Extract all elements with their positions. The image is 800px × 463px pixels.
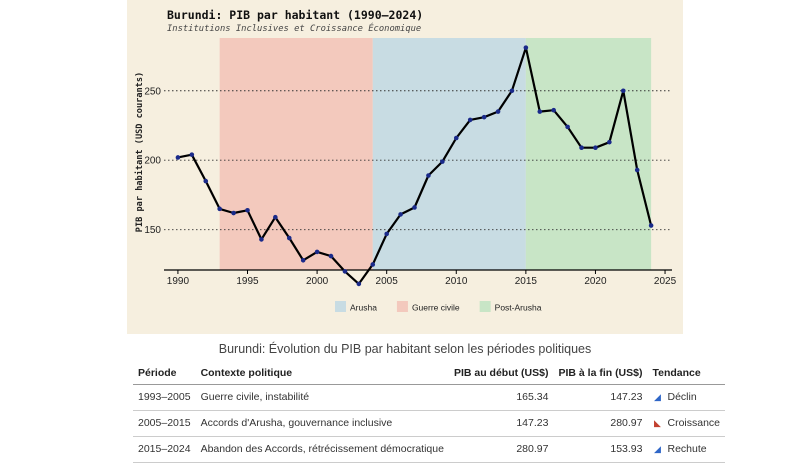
tendance-label: Déclin <box>667 391 697 403</box>
data-point <box>453 135 459 141</box>
data-point <box>634 167 640 173</box>
data-point <box>245 207 250 213</box>
line-chart: 150 200 250 1990 1995 2000 2005 2010 2015 2020 202… <box>134 8 677 313</box>
table-row: 1993–2005 Guerre civile, instabilité 165… <box>133 384 726 410</box>
summary-table: Période Contexte politique PIB au début … <box>133 362 726 463</box>
data-point <box>607 139 612 145</box>
data-point <box>259 237 264 242</box>
cell-periode: 2005–2015 <box>138 417 191 429</box>
y-axis-label: PIB par habitant (USD courants) <box>134 72 145 232</box>
header-debut: PIB au début (US$) <box>453 366 549 379</box>
cell-debut: 147.23 <box>516 417 549 429</box>
data-point <box>648 223 654 228</box>
legend-swatch <box>479 301 491 312</box>
chart-decreasing-icon: ◢ <box>654 444 661 454</box>
data-point <box>565 124 570 130</box>
x-tick-label: 2000 <box>306 276 329 287</box>
cell-tendance: ◢ Rechute <box>647 436 725 462</box>
chart-title: Burundi: PIB par habitant (1990–2024) <box>167 8 423 22</box>
legend-label: Arusha <box>350 303 377 313</box>
table-row: 2015–2024 Abandon des Accords, rétréciss… <box>133 436 726 462</box>
header-tendance: Tendance <box>652 366 701 379</box>
x-tick-label: 1995 <box>236 276 259 287</box>
tendance-label: Croissance <box>667 417 721 429</box>
data-point <box>481 114 487 120</box>
data-point <box>593 145 598 151</box>
cell-periode: 2015–2024 <box>138 443 191 455</box>
legend-label: Post-Arusha <box>495 303 542 313</box>
data-point <box>342 269 348 274</box>
y-tick-label: 200 <box>144 156 161 167</box>
y-tick-label: 250 <box>144 86 161 97</box>
data-point <box>551 107 556 113</box>
period-band-post-arusha <box>525 38 652 270</box>
legend-label: Guerre civile <box>412 303 460 313</box>
data-point <box>509 88 515 94</box>
table-row: 2005–2015 Accords d'Arusha, gouvernance … <box>133 410 726 436</box>
period-band-guerre-civile <box>219 38 373 270</box>
data-point <box>537 109 543 114</box>
data-point <box>398 212 403 217</box>
cell-contexte: Guerre civile, instabilité <box>200 391 310 403</box>
data-point <box>356 281 362 287</box>
x-tick-label: 2010 <box>445 276 468 287</box>
cell-debut: 280.97 <box>516 443 549 455</box>
header-periode: Période <box>138 366 177 379</box>
header-fin: PIB à la fin (US$) <box>558 366 643 379</box>
data-point <box>314 249 320 255</box>
x-tick-label: 1990 <box>167 276 190 287</box>
cell-fin: 153.93 <box>610 443 643 455</box>
data-point <box>412 205 417 210</box>
data-point <box>384 231 389 237</box>
data-point <box>440 159 445 164</box>
table-title: Burundi: Évolution du PIB par habitant s… <box>218 342 592 356</box>
data-point <box>300 257 306 263</box>
legend-swatch <box>335 301 346 312</box>
legend-swatch <box>396 301 408 312</box>
data-point <box>217 206 222 212</box>
data-point <box>328 253 334 259</box>
cell-fin: 280.97 <box>610 417 643 429</box>
x-tick-label: 2005 <box>376 276 399 287</box>
cell-contexte: Accords d'Arusha, gouvernance inclusive <box>200 417 393 429</box>
data-point <box>273 214 278 220</box>
data-point <box>467 117 473 123</box>
cell-debut: 165.34 <box>516 391 549 403</box>
x-tick-label: 2025 <box>654 276 677 287</box>
cell-fin: 147.23 <box>610 391 643 403</box>
y-tick-label: 150 <box>144 225 161 236</box>
header-contexte: Contexte politique <box>200 366 293 379</box>
cell-tendance: ◢ Déclin <box>647 384 725 410</box>
chart-panel: 150 200 250 1990 1995 2000 2005 2010 2015 2020 202… <box>127 0 683 334</box>
chart-increasing-icon: ◣ <box>654 418 661 428</box>
data-point <box>579 145 584 151</box>
cell-tendance: ◣ Croissance <box>647 410 725 436</box>
x-tick-label: 2015 <box>515 276 538 287</box>
table-header-row: Période Contexte politique PIB au début … <box>133 362 726 384</box>
data-point <box>426 173 431 178</box>
cell-contexte: Abandon des Accords, rétrécissement démo… <box>200 443 444 455</box>
data-point <box>495 109 501 114</box>
data-point <box>370 262 376 267</box>
data-point <box>175 155 181 160</box>
data-point <box>620 88 626 94</box>
data-point <box>523 45 529 50</box>
data-point <box>231 210 236 216</box>
chart-decreasing-icon: ◢ <box>654 392 661 402</box>
period-band-arusha <box>372 38 526 270</box>
data-point <box>189 152 195 157</box>
data-point <box>286 235 292 241</box>
x-tick-label: 2020 <box>584 276 607 287</box>
summary-table-section: Burundi: Évolution du PIB par habitant s… <box>133 336 726 462</box>
cell-periode: 1993–2005 <box>138 391 191 403</box>
tendance-label: Rechute <box>667 443 707 455</box>
chart-subtitle: Institutions Inclusives et Croissance Éc… <box>167 22 421 34</box>
data-point <box>203 178 209 184</box>
